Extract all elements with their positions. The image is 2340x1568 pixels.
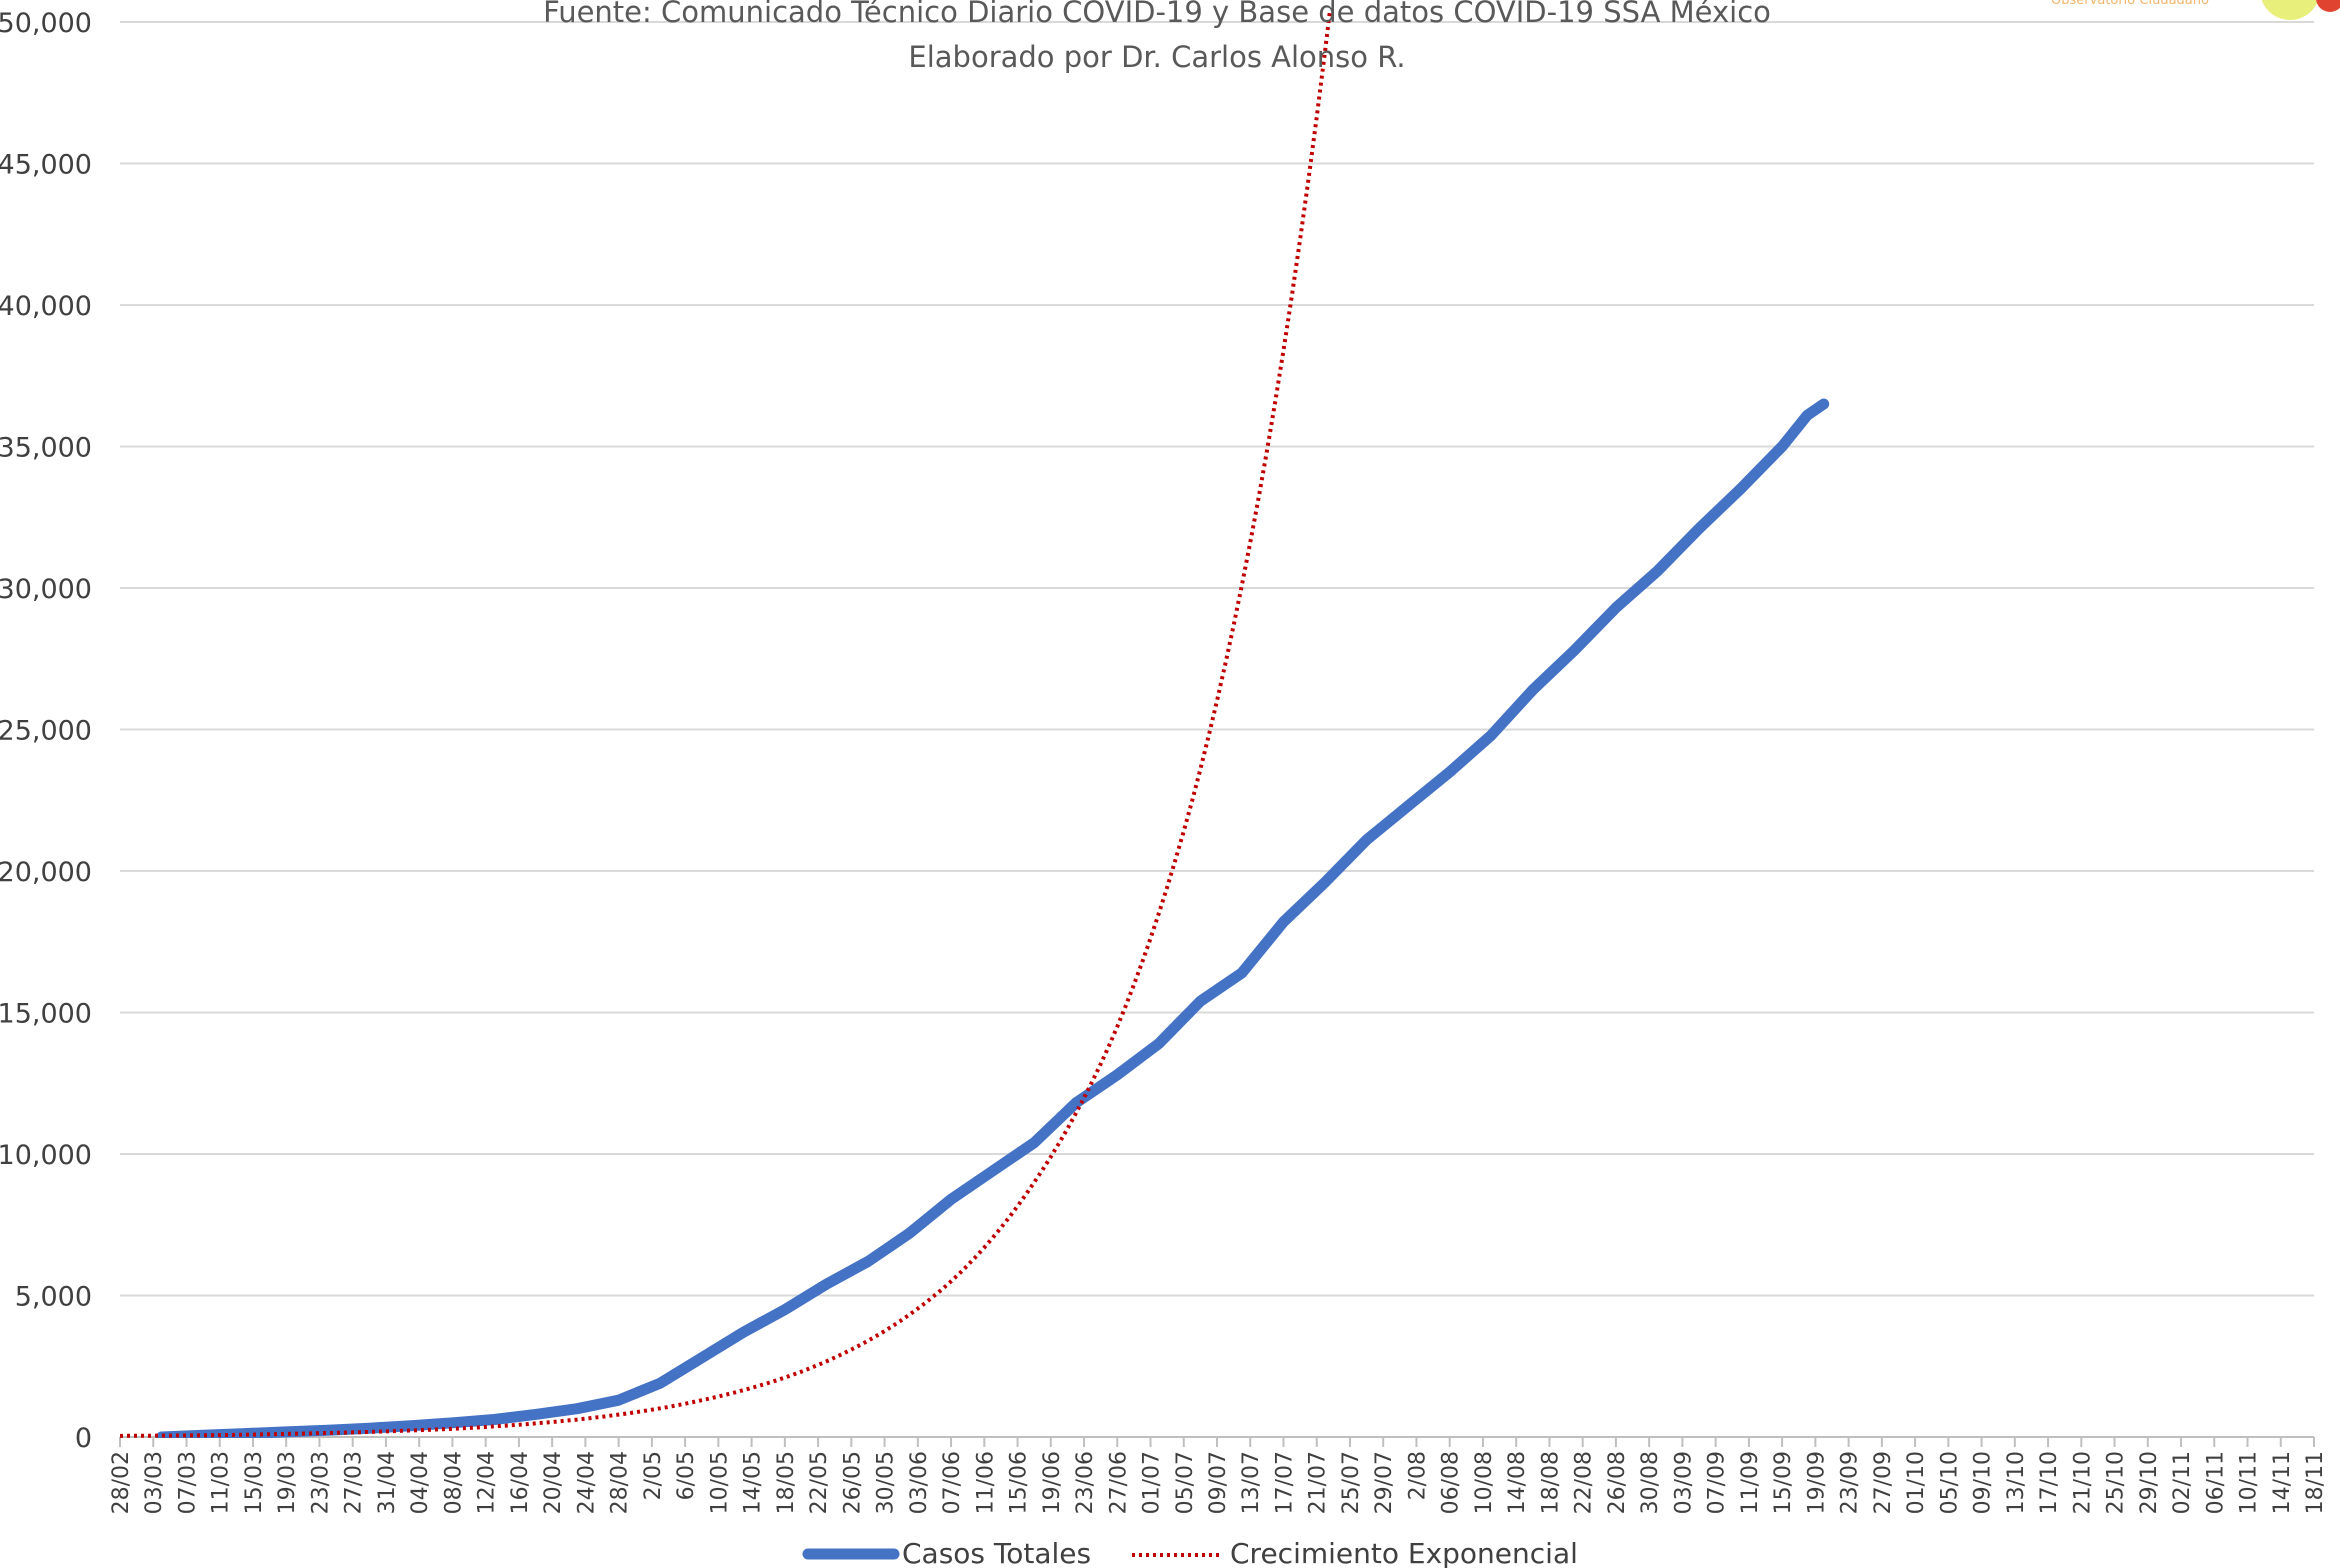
x-tick-label: 19/06 — [1040, 1451, 1065, 1514]
x-tick-label: 11/03 — [209, 1451, 234, 1514]
x-tick-label: 18/05 — [774, 1451, 799, 1514]
x-tick-label: 26/05 — [840, 1451, 865, 1514]
series-line-crecimiento-exponencial — [120, 10, 1333, 1438]
logo-emblem-icon — [2261, 0, 2319, 20]
x-tick-label: 07/03 — [175, 1451, 200, 1514]
x-tick-label: 30/08 — [1638, 1451, 1663, 1514]
x-tick-label: 11/09 — [1738, 1451, 1763, 1514]
x-tick-label: 14/08 — [1505, 1451, 1530, 1514]
x-tick-label: 27/09 — [1871, 1451, 1896, 1514]
x-tick-label: 31/04 — [375, 1451, 400, 1514]
x-tick-label: 01/10 — [1904, 1451, 1929, 1514]
x-tick-label: 11/06 — [973, 1451, 998, 1514]
x-tick-label: 23/09 — [1838, 1451, 1863, 1514]
x-tick-label: 2/08 — [1405, 1451, 1430, 1500]
x-tick-label: 25/10 — [2104, 1451, 2129, 1514]
y-tick-label: 5,000 — [15, 1282, 92, 1313]
y-tick-label: 20,000 — [0, 857, 92, 888]
x-tick-label: 09/10 — [1971, 1451, 1996, 1514]
legend-label-casos-totales: Casos Totales — [902, 1537, 1091, 1568]
x-tick-label: 06/11 — [2203, 1451, 2228, 1514]
legend: Casos Totales Crecimiento Exponencial — [802, 1537, 1578, 1568]
x-tick-label: 08/04 — [441, 1451, 466, 1514]
legend-label-crecimiento-exponencial: Crecimiento Exponencial — [1230, 1537, 1578, 1568]
x-tick-label: 15/09 — [1771, 1451, 1796, 1514]
y-tick-label: 25,000 — [0, 716, 92, 747]
x-tick-label: 23/03 — [308, 1451, 333, 1514]
x-tick-label: 04/04 — [408, 1451, 433, 1514]
y-tick-label: 35,000 — [0, 433, 92, 464]
y-tick-label: 15,000 — [0, 999, 92, 1030]
x-tick-label: 05/10 — [1937, 1451, 1962, 1514]
x-tick-label: 21/10 — [2070, 1451, 2095, 1514]
x-axis: 28/02 03/03 07/03 11/03 15/03 19/03 23/03 27/03… — [109, 1437, 2328, 1514]
x-tick-label: 12/04 — [475, 1451, 500, 1514]
x-tick-label: 17/10 — [2037, 1451, 2062, 1514]
x-tick-label: 22/08 — [1572, 1451, 1597, 1514]
x-tick-label: 15/06 — [1007, 1451, 1032, 1514]
series-line-casos-totales — [156, 398, 1830, 1438]
x-tick-label: 21/07 — [1306, 1451, 1331, 1514]
logo-emblem-accent-icon — [2316, 0, 2340, 12]
x-tick-label: 16/04 — [508, 1451, 533, 1514]
logo: Observatorio Ciudadano — [2051, 0, 2340, 20]
x-tick-label: 18/11 — [2303, 1451, 2328, 1514]
x-tick-label: 07/09 — [1705, 1451, 1730, 1514]
x-tick-label: 28/04 — [608, 1451, 633, 1514]
series-layer — [120, 10, 1830, 1438]
x-tick-label: 05/07 — [1173, 1451, 1198, 1514]
x-tick-label: 10/08 — [1472, 1451, 1497, 1514]
x-tick-label: 10/11 — [2237, 1451, 2262, 1514]
x-tick-label: 10/05 — [707, 1451, 732, 1514]
x-tick-label: 29/07 — [1372, 1451, 1397, 1514]
x-tick-label: 01/07 — [1140, 1451, 1165, 1514]
chart-subtitle-line-1: Fuente: Comunicado Técnico Diario COVID-… — [543, 0, 1771, 29]
y-tick-label: 10,000 — [0, 1140, 92, 1171]
x-tick-label: 26/08 — [1605, 1451, 1630, 1514]
x-tick-label: 03/09 — [1671, 1451, 1696, 1514]
x-tick-label: 22/05 — [807, 1451, 832, 1514]
x-tick-label: 13/07 — [1239, 1451, 1264, 1514]
x-tick-label: 24/04 — [574, 1451, 599, 1514]
x-tick-label: 2/05 — [641, 1451, 666, 1500]
y-tick-label: 50,000 — [0, 8, 92, 39]
x-tick-label: 19/09 — [1804, 1451, 1829, 1514]
x-tick-label: 09/07 — [1206, 1451, 1231, 1514]
x-tick-label: 06/08 — [1439, 1451, 1464, 1514]
x-tick-label: 13/10 — [2004, 1451, 2029, 1514]
x-tick-label: 25/07 — [1339, 1451, 1364, 1514]
x-tick-label: 28/02 — [109, 1451, 134, 1514]
x-tick-label: 02/11 — [2170, 1451, 2195, 1514]
x-tick-label: 07/06 — [940, 1451, 965, 1514]
logo-text: Observatorio Ciudadano — [2051, 0, 2209, 8]
y-tick-label: 30,000 — [0, 574, 92, 605]
x-tick-label: 03/06 — [907, 1451, 932, 1514]
x-tick-label: 15/03 — [242, 1451, 267, 1514]
x-tick-label: 30/05 — [874, 1451, 899, 1514]
x-tick-label: 27/03 — [342, 1451, 367, 1514]
y-tick-label: 45,000 — [0, 150, 92, 181]
x-tick-label: 23/06 — [1073, 1451, 1098, 1514]
x-tick-label: 29/10 — [2137, 1451, 2162, 1514]
x-tick-label: 6/05 — [674, 1451, 699, 1500]
y-tick-label: 40,000 — [0, 291, 92, 322]
gridlines — [120, 21, 2314, 1438]
chart-subtitle-line-2: Elaborado por Dr. Carlos Alonso R. — [908, 40, 1405, 74]
x-tick-label: 18/08 — [1538, 1451, 1563, 1514]
x-tick-label: 19/03 — [275, 1451, 300, 1514]
x-tick-label: 27/06 — [1106, 1451, 1131, 1514]
x-tick-label: 03/03 — [142, 1451, 167, 1514]
y-tick-label: 0 — [75, 1423, 92, 1454]
y-axis: 0 5,000 10,000 15,000 20,000 25,000 30,000 35,0… — [0, 8, 92, 1454]
x-tick-label: 17/07 — [1272, 1451, 1297, 1514]
x-tick-label: 14/11 — [2270, 1451, 2295, 1514]
x-tick-label: 20/04 — [541, 1451, 566, 1514]
x-tick-label: 14/05 — [741, 1451, 766, 1514]
